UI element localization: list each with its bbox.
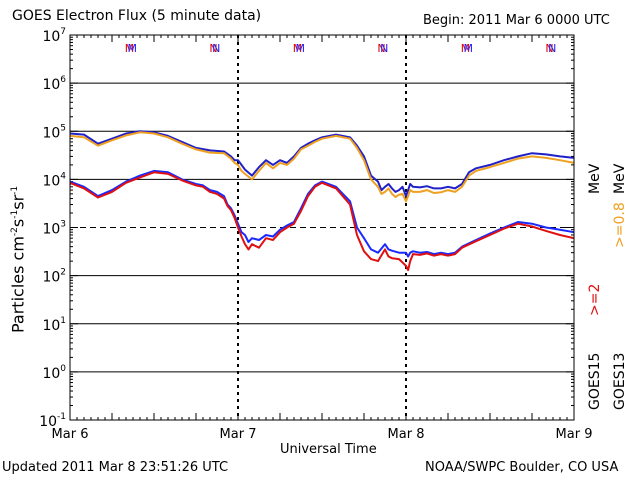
x-axis-title: Universal Time (280, 442, 377, 457)
x-tick-label: Mar 6 (52, 427, 89, 442)
satellite-mark: N (380, 42, 388, 55)
ge2-label: >=2 (587, 283, 603, 316)
series-line (69, 131, 575, 203)
y-tick-label: 101 (42, 316, 66, 334)
satellite-mark: M (293, 42, 303, 55)
x-tick-label: Mar 9 (556, 427, 593, 442)
y-tick-label: 104 (42, 171, 66, 189)
y-axis-title: Particles cm-2s-1sr-1 (8, 185, 28, 333)
x-tick-label: Mar 8 (388, 427, 425, 442)
satellite-mark: M (464, 42, 474, 55)
satellite-mark: N (545, 42, 553, 55)
y-tick-label: 106 (42, 75, 66, 93)
plot-frame (69, 34, 575, 421)
begin-label: Begin: 2011 Mar 6 0000 UTC (423, 13, 610, 28)
credit-label: NOAA/SWPC Boulder, CO USA (425, 460, 619, 475)
satellite-mark: M (125, 42, 135, 55)
satellite-mark: N (377, 42, 385, 55)
y-tick-label: 102 (42, 268, 66, 286)
satellite-mark: N (209, 42, 217, 55)
y-tick-label: 105 (42, 123, 66, 141)
y-tick-label: 10-1 (39, 412, 66, 430)
chart-title: GOES Electron Flux (5 minute data) (12, 8, 262, 24)
x-tick-label: Mar 7 (220, 427, 257, 442)
satellite-mark: N (212, 42, 220, 55)
satellite-mark: M (296, 42, 306, 55)
mev-label-1: MeV (587, 163, 603, 194)
updated-label: Updated 2011 Mar 8 23:51:26 UTC (2, 460, 229, 475)
ge08-label: >=0.8 (612, 202, 628, 248)
satellite-mark: N (548, 42, 556, 55)
goes13-label: GOES13 (612, 352, 628, 410)
satellite-mark: M (128, 42, 138, 55)
series-line (69, 130, 575, 198)
y-tick-label: 107 (42, 27, 66, 45)
series-line (69, 171, 575, 272)
series-line (69, 169, 575, 258)
mev-label-2: MeV (612, 163, 628, 194)
y-tick-label: 100 (42, 364, 66, 382)
goes15-label: GOES15 (587, 352, 603, 410)
satellite-mark: M (461, 42, 471, 55)
y-tick-label: 103 (42, 220, 66, 238)
